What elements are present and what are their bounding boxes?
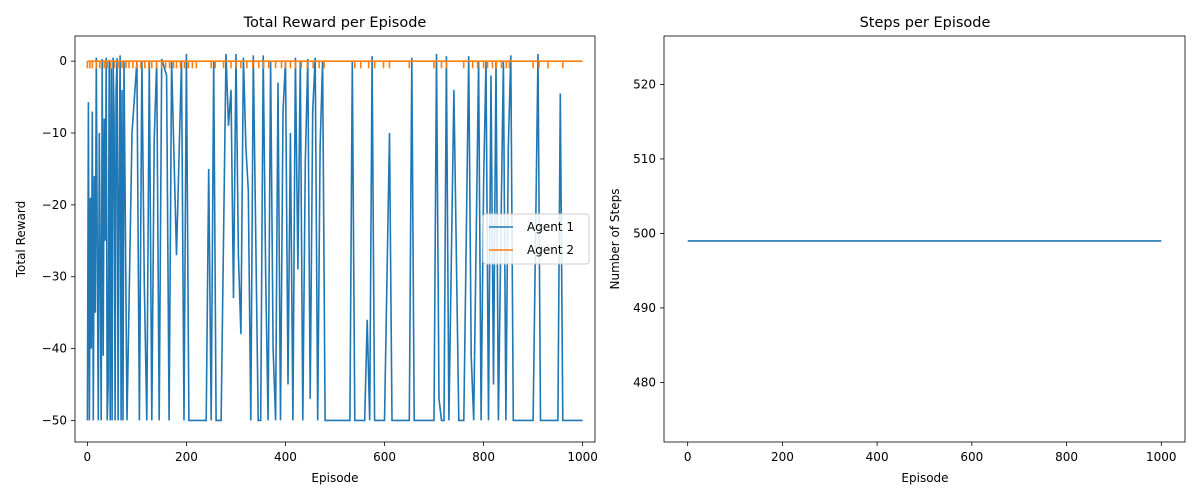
steps-chart-title: Steps per Episode xyxy=(860,15,991,31)
chart-reward: 0 200 400 600 800 1000 0 −10 −20 −30 −40 −50 Total… xyxy=(14,15,598,485)
reward-y-tick-label: −20 xyxy=(42,198,67,212)
reward-y-tick-label: −30 xyxy=(42,270,67,284)
steps-x-tick-label: 400 xyxy=(866,450,889,464)
chart-steps: 0 200 400 600 800 1000 480 490 500 510 520 Steps … xyxy=(608,15,1186,485)
reward-y-tick-label: −50 xyxy=(42,413,67,427)
agent1-series-line xyxy=(86,53,583,422)
reward-x-axis-label: Episode xyxy=(311,471,358,485)
legend-agent2-label: Agent 2 xyxy=(527,243,574,257)
steps-y-tick-label: 500 xyxy=(633,226,656,240)
reward-y-tick-label: 0 xyxy=(59,54,67,68)
steps-x-tick-label: 600 xyxy=(960,450,983,464)
reward-y-tick-label: −40 xyxy=(42,342,67,356)
legend-agent1-label: Agent 1 xyxy=(527,220,574,234)
steps-x-axis-label: Episode xyxy=(901,471,948,485)
steps-y-tick-label: 510 xyxy=(633,152,656,166)
reward-xticks: 0 200 400 600 800 1000 xyxy=(84,442,598,464)
steps-y-tick-label: 490 xyxy=(633,301,656,315)
steps-xticks: 0 200 400 600 800 1000 xyxy=(684,442,1177,464)
steps-yticks: 480 490 500 510 520 xyxy=(633,77,664,389)
steps-x-tick-label: 200 xyxy=(771,450,794,464)
plot-area-steps xyxy=(663,35,1186,443)
steps-x-tick-label: 800 xyxy=(1055,450,1078,464)
reward-x-tick-label: 800 xyxy=(472,450,495,464)
reward-agent1-line xyxy=(86,53,583,422)
reward-y-axis-label: Total Reward xyxy=(14,201,28,279)
steps-x-tick-label: 1000 xyxy=(1146,450,1177,464)
steps-x-tick-label: 0 xyxy=(684,450,692,464)
reward-x-tick-label: 0 xyxy=(84,450,92,464)
reward-chart-title: Total Reward per Episode xyxy=(243,15,427,31)
reward-legend: Agent 1 Agent 2 xyxy=(482,213,590,265)
reward-x-tick-label: 400 xyxy=(274,450,297,464)
reward-y-tick-label: −10 xyxy=(42,126,67,140)
reward-x-tick-label: 200 xyxy=(175,450,198,464)
reward-x-tick-label: 1000 xyxy=(567,450,598,464)
steps-y-tick-label: 480 xyxy=(633,375,656,389)
reward-agent2-line xyxy=(86,60,583,69)
reward-yticks: 0 −10 −20 −30 −40 −50 xyxy=(42,54,75,427)
reward-x-tick-label: 600 xyxy=(373,450,396,464)
steps-y-axis-label: Number of Steps xyxy=(608,189,622,290)
steps-y-tick-label: 520 xyxy=(633,77,656,91)
